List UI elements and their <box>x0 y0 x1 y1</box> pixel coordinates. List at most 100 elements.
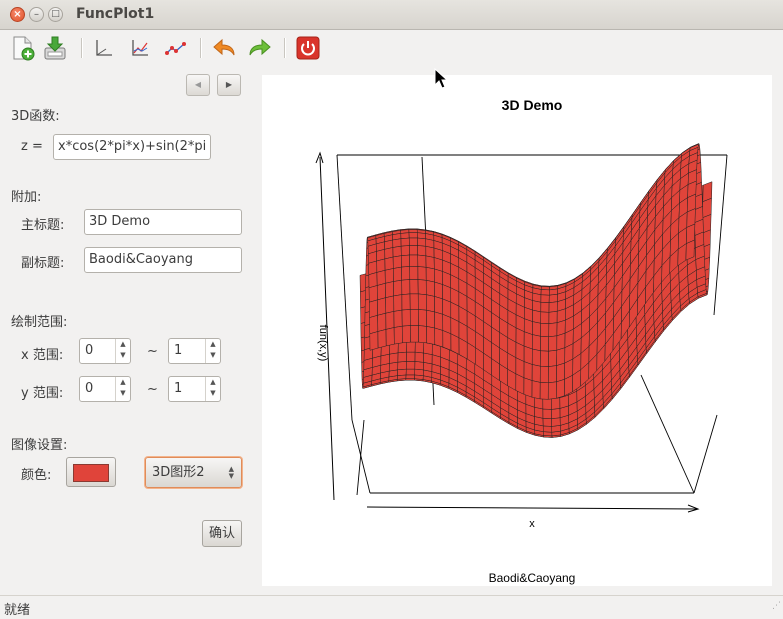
surface-facet <box>434 296 443 315</box>
z-label: z = <box>21 139 43 154</box>
surface-facet <box>417 254 427 268</box>
y-range-tilde: ~ <box>147 382 158 397</box>
surface-facet <box>551 408 561 419</box>
surface-facet <box>556 362 565 383</box>
surface-facet <box>425 245 435 258</box>
mouse-cursor-icon <box>434 68 448 89</box>
surface-facet <box>542 408 552 419</box>
surface-facet <box>410 325 419 343</box>
surface-facet <box>548 365 557 384</box>
line-chart-icon[interactable] <box>126 34 154 62</box>
surface-facet <box>426 326 436 345</box>
surface-facet <box>542 418 552 427</box>
power-icon[interactable] <box>294 34 322 62</box>
surface-facet <box>551 417 561 427</box>
surface-facet <box>425 279 435 297</box>
surface-facet <box>540 289 550 296</box>
surface-facet <box>414 368 424 376</box>
surface-facet <box>401 325 411 344</box>
box-edge <box>693 414 718 494</box>
x-max-spinbox[interactable]: 1 ▲ ▼ <box>168 338 221 364</box>
surface-facet <box>385 327 395 347</box>
title-bar: × – □ FuncPlot1 <box>0 0 783 30</box>
next-button[interactable]: ▶ <box>217 74 241 96</box>
surface-facet <box>377 297 387 316</box>
function-expression-input[interactable]: x*cos(2*pi*x)+sin(2*pi <box>53 134 211 160</box>
confirm-button[interactable]: 确认 <box>202 520 242 547</box>
function-section-label: 3D函数: <box>11 109 60 124</box>
surface-facet <box>417 279 427 295</box>
surface-facet <box>414 341 425 354</box>
surface-facet <box>540 311 550 324</box>
surface-facet <box>523 345 533 365</box>
surface-facet <box>425 255 435 270</box>
surface-facet <box>540 323 550 338</box>
surface-facet <box>532 334 541 352</box>
spin-arrows-icon[interactable]: ▲ ▼ <box>205 339 220 363</box>
surface-facet <box>408 232 418 239</box>
surface-facet <box>377 329 387 349</box>
spin-arrows-icon[interactable]: ▲ ▼ <box>205 377 220 401</box>
resize-grip-icon[interactable]: ⋰ <box>772 601 781 611</box>
x-axis-label: x <box>529 518 535 530</box>
main-title-input[interactable]: 3D Demo <box>84 209 242 235</box>
surface-facet <box>685 239 695 261</box>
surface-mesh <box>359 143 713 438</box>
prev-button[interactable]: ◀ <box>186 74 210 96</box>
surface-facet <box>556 332 566 351</box>
surface-facet <box>393 309 403 328</box>
surface-facet <box>548 335 558 352</box>
surface-facet <box>397 351 407 363</box>
surface-facet <box>434 281 443 300</box>
close-button[interactable]: × <box>10 7 25 22</box>
surface-facet <box>385 295 395 314</box>
undo-icon[interactable] <box>210 34 238 62</box>
surface-facet <box>393 325 403 345</box>
surface-facet <box>548 301 558 313</box>
x-min-value: 0 <box>85 343 94 358</box>
surface-facet <box>408 229 418 233</box>
surface-facet <box>548 322 558 338</box>
color-button[interactable] <box>66 457 116 487</box>
surface-facet <box>417 245 427 257</box>
surface-facet <box>417 266 427 281</box>
x-min-spinbox[interactable]: 0 ▲ ▼ <box>79 338 131 364</box>
surface-facet <box>409 293 419 310</box>
plot-subtitle: Baodi&Caoyang <box>489 571 576 585</box>
plot-type-select[interactable]: 3D图形2 ▲ ▼ <box>145 457 242 488</box>
y-min-spinbox[interactable]: 0 ▲ ▼ <box>79 376 131 402</box>
box-edge <box>713 154 728 316</box>
surface-facet <box>405 374 415 379</box>
x-axis <box>366 504 700 513</box>
surface-facet <box>384 256 394 271</box>
surface-facet <box>409 309 419 326</box>
surface-facet <box>532 309 542 324</box>
spin-arrows-icon[interactable]: ▲ ▼ <box>115 377 130 401</box>
sub-title-input[interactable]: Baodi&Caoyang <box>84 247 242 273</box>
surface-facet <box>548 293 558 303</box>
surface-facet <box>531 364 541 383</box>
surface-facet <box>418 309 427 327</box>
surface-facet <box>385 281 394 299</box>
surface-facet <box>392 245 402 258</box>
spin-arrows-icon[interactable]: ▲ ▼ <box>115 339 130 363</box>
maximize-button[interactable]: □ <box>48 7 63 22</box>
scatter-chart-icon[interactable] <box>162 34 190 62</box>
y-max-spinbox[interactable]: 1 ▲ ▼ <box>168 376 221 402</box>
surface-facet <box>376 269 386 286</box>
axes-icon[interactable] <box>90 34 118 62</box>
redo-icon[interactable] <box>246 34 274 62</box>
surface-facet <box>542 425 553 433</box>
surface-facet <box>414 351 424 363</box>
surface-facet <box>409 254 419 267</box>
surface-facet <box>409 245 418 256</box>
surface-facet <box>434 327 444 348</box>
surface-facet <box>397 361 407 371</box>
minimize-button[interactable]: – <box>29 7 44 22</box>
new-file-icon[interactable] <box>9 34 37 62</box>
save-icon[interactable] <box>41 34 69 62</box>
plot-box-back <box>336 154 728 421</box>
surface-facet <box>442 330 452 351</box>
surface-facet <box>401 309 411 327</box>
surface-facet <box>425 266 435 283</box>
